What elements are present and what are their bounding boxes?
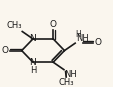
Text: H: H	[75, 30, 81, 39]
Text: CH₃: CH₃	[6, 21, 21, 30]
Text: N: N	[29, 58, 36, 67]
Text: O: O	[49, 20, 56, 29]
Text: NH: NH	[64, 70, 77, 79]
Text: O: O	[93, 38, 100, 47]
Text: CH₃: CH₃	[58, 78, 73, 87]
Text: N: N	[29, 34, 36, 43]
Text: O: O	[1, 46, 8, 55]
Text: NH: NH	[75, 34, 88, 43]
Text: H: H	[29, 66, 36, 75]
